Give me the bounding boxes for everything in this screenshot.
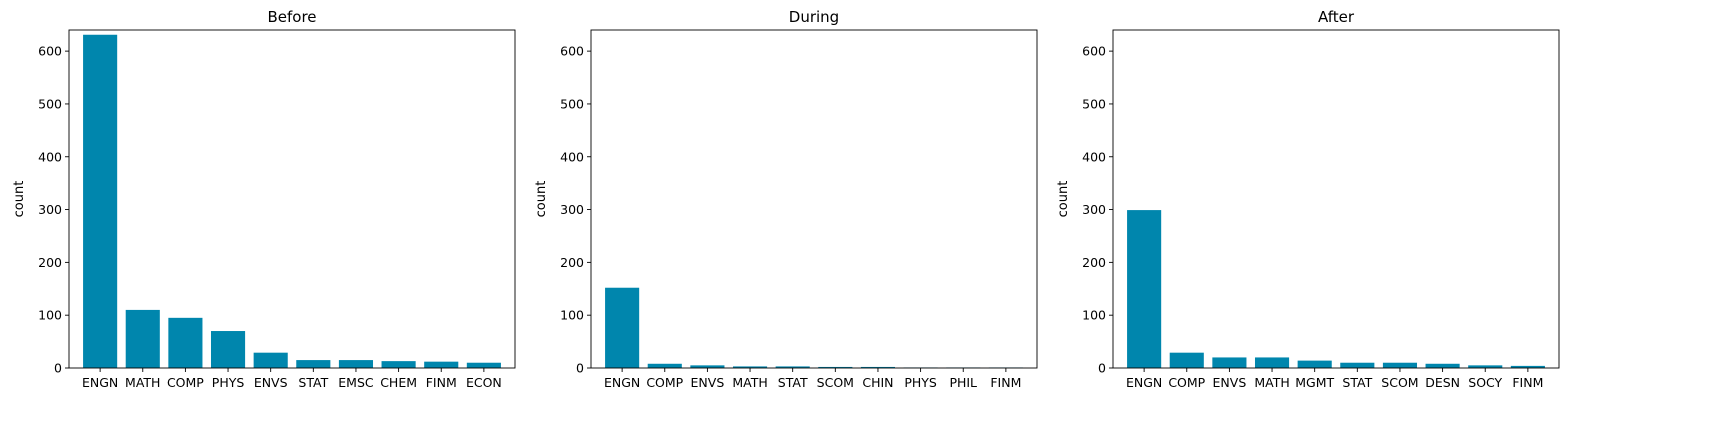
y-tick-label: 100 xyxy=(560,308,584,323)
x-tick-label-comp: COMP xyxy=(167,375,204,390)
x-tick-label-finm: FINM xyxy=(426,375,457,390)
bar-scom xyxy=(1383,363,1417,368)
y-tick-label: 300 xyxy=(38,202,62,217)
y-axis-label: count xyxy=(1056,181,1071,218)
y-tick-label: 100 xyxy=(1082,308,1106,323)
x-tick-label-envs: ENVS xyxy=(254,375,288,390)
x-tick-label-phys: PHYS xyxy=(212,375,245,390)
bar-envs xyxy=(254,353,288,368)
bar-engn xyxy=(83,35,117,368)
x-tick-label-envs: ENVS xyxy=(691,375,725,390)
bar-phys xyxy=(211,331,245,368)
x-tick-label-envs: ENVS xyxy=(1213,375,1247,390)
y-tick-label: 200 xyxy=(1082,255,1106,270)
bar-engn xyxy=(1127,210,1161,368)
x-tick-label-math: MATH xyxy=(732,375,767,390)
y-tick-label: 0 xyxy=(54,361,62,376)
y-tick-label: 500 xyxy=(38,96,62,111)
x-tick-label-econ: ECON xyxy=(466,375,502,390)
x-tick-label-chem: CHEM xyxy=(380,375,417,390)
y-tick-label: 500 xyxy=(1082,96,1106,111)
y-tick-label: 200 xyxy=(38,255,62,270)
bar-stat xyxy=(296,360,330,368)
x-tick-label-engn: ENGN xyxy=(82,375,118,390)
x-tick-label-emsc: EMSC xyxy=(338,375,374,390)
y-tick-label: 200 xyxy=(560,255,584,270)
x-tick-label-comp: COMP xyxy=(1168,375,1205,390)
x-tick-label-stat: STAT xyxy=(1342,375,1372,390)
x-tick-label-engn: ENGN xyxy=(1126,375,1162,390)
x-tick-label-stat: STAT xyxy=(298,375,328,390)
y-tick-label: 300 xyxy=(560,202,584,217)
x-tick-label-phys: PHYS xyxy=(904,375,937,390)
y-axis-label: count xyxy=(12,181,27,218)
bar-comp xyxy=(648,364,682,368)
bar-econ xyxy=(467,363,501,368)
chart-title: During xyxy=(789,8,839,26)
y-tick-label: 400 xyxy=(38,149,62,164)
y-tick-label: 0 xyxy=(1098,361,1106,376)
axes-frame xyxy=(591,30,1037,368)
x-tick-label-finm: FINM xyxy=(990,375,1021,390)
x-tick-label-scom: SCOM xyxy=(817,375,854,390)
x-tick-label-mgmt: MGMT xyxy=(1295,375,1334,390)
x-tick-label-desn: DESN xyxy=(1425,375,1460,390)
axes-frame xyxy=(1113,30,1559,368)
x-tick-label-math: MATH xyxy=(125,375,160,390)
bar-finm xyxy=(424,362,458,368)
y-tick-label: 600 xyxy=(1082,44,1106,59)
subplot-after: 0 100 200 300 400 500 600 ENGN COMP ENVS MATH MGMT S… xyxy=(1056,8,1559,390)
y-tick-label: 0 xyxy=(576,361,584,376)
y-tick-label: 600 xyxy=(38,44,62,59)
y-tick-label: 400 xyxy=(1082,149,1106,164)
bar-envs xyxy=(1212,357,1246,368)
x-tick-label-phil: PHIL xyxy=(949,375,977,390)
chart-title: Before xyxy=(267,8,316,26)
x-tick-label-socy: SOCY xyxy=(1468,375,1502,390)
bar-emsc xyxy=(339,360,373,368)
x-tick-label-stat: STAT xyxy=(778,375,808,390)
bar-desn xyxy=(1426,364,1460,368)
bar-comp xyxy=(1170,353,1204,368)
bar-math xyxy=(1255,357,1289,368)
bar-stat xyxy=(1340,363,1374,368)
subplot-during: 0 100 200 300 400 500 600 ENGN COMP ENVS MATH STAT S… xyxy=(534,8,1037,390)
bar-comp xyxy=(168,318,202,368)
y-tick-label: 400 xyxy=(560,149,584,164)
y-tick-label: 500 xyxy=(560,96,584,111)
y-tick-label: 600 xyxy=(560,44,584,59)
x-tick-label-comp: COMP xyxy=(646,375,683,390)
bar-chem xyxy=(382,361,416,368)
x-tick-label-chin: CHIN xyxy=(862,375,893,390)
bar-engn xyxy=(605,288,639,368)
bar-mgmt xyxy=(1298,361,1332,368)
x-tick-label-finm: FINM xyxy=(1512,375,1543,390)
y-tick-label: 300 xyxy=(1082,202,1106,217)
x-tick-label-scom: SCOM xyxy=(1381,375,1418,390)
x-tick-label-math: MATH xyxy=(1254,375,1289,390)
bar-math xyxy=(126,310,160,368)
chart-title: After xyxy=(1318,8,1355,26)
subplot-before: 0 100 200 300 400 500 600 ENGN MATH COMP PHYS ENVS S… xyxy=(12,8,515,390)
x-tick-label-engn: ENGN xyxy=(604,375,640,390)
y-tick-label: 100 xyxy=(38,308,62,323)
y-axis-label: count xyxy=(534,181,549,218)
